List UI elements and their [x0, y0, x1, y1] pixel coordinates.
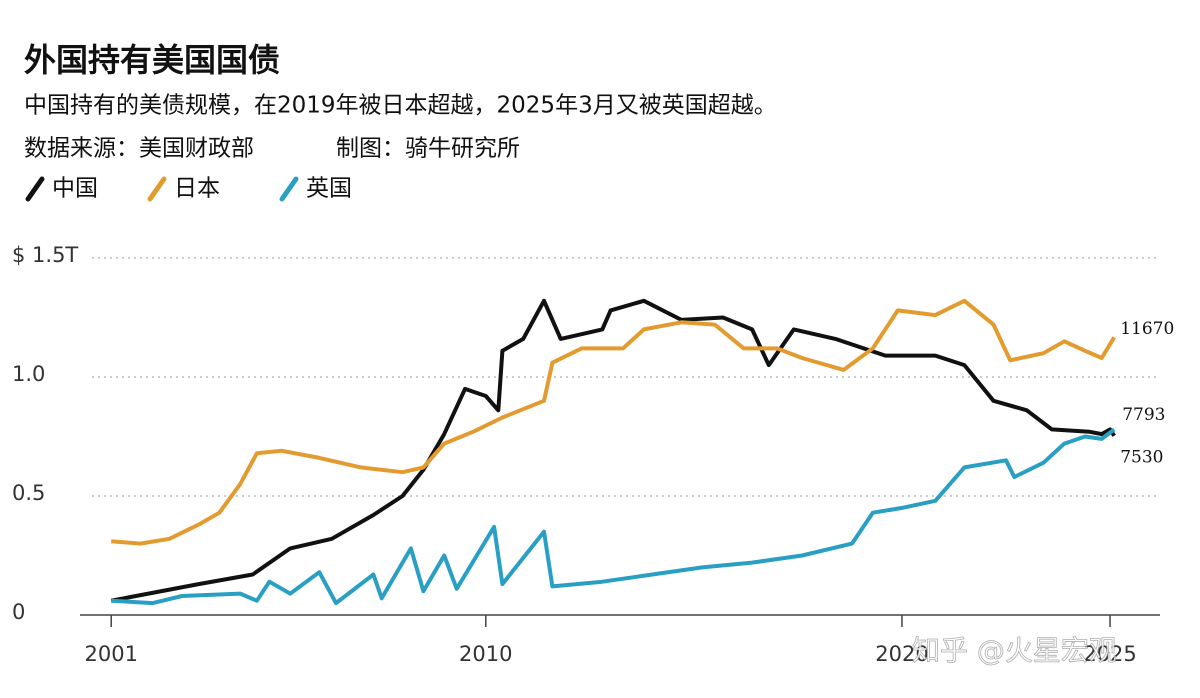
legend-label: 日本	[174, 176, 220, 202]
legend-swatch	[279, 176, 299, 202]
legend-label: 英国	[306, 176, 352, 202]
series-line	[111, 298, 1116, 546]
chart-title: 外国持有美国国债	[24, 41, 280, 79]
x-tick-label: 2025	[1083, 642, 1136, 666]
y-tick-label: $ 1.5T	[12, 243, 78, 267]
chart-source: 数据来源：美国财政部	[24, 136, 254, 162]
value-label: 7530	[1120, 447, 1163, 467]
value-label: 11670	[1120, 319, 1174, 339]
chart-subtitle: 中国持有的美债规模，在2019年被日本超越，2025年3月又被英国超越。	[24, 93, 777, 119]
x-tick-label: 2001	[84, 642, 137, 666]
y-tick-label: 0	[12, 600, 25, 624]
x-tick-label: 2020	[875, 642, 928, 666]
chart-credit: 制图：骑牛研究所	[336, 136, 520, 162]
y-tick-label: 1.0	[12, 362, 45, 386]
legend-label: 中国	[52, 176, 98, 202]
watermark: 知乎 @火星宏观	[912, 634, 1117, 667]
series-line	[110, 298, 1116, 603]
x-tick-label: 2010	[459, 642, 512, 666]
series-line	[111, 427, 1116, 606]
y-tick-label: 0.5	[12, 481, 45, 505]
legend-swatch	[25, 176, 45, 202]
value-label: 7793	[1122, 405, 1165, 425]
legend-swatch	[147, 176, 167, 202]
